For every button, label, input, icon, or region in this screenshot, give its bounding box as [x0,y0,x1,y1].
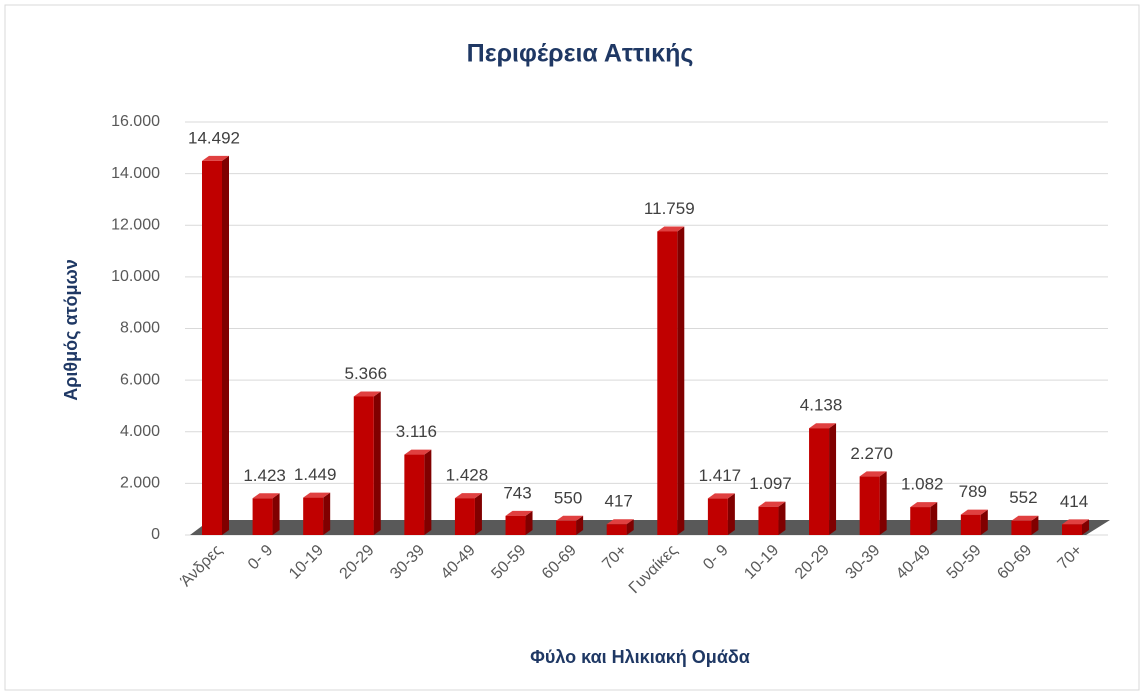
value-label: 2.270 [850,444,893,463]
value-label: 789 [959,482,987,501]
y-tick-label: 8.000 [120,320,160,337]
bar-top [809,423,837,429]
bar-side [576,515,584,535]
bar-top [1062,519,1089,525]
value-label: 5.366 [344,364,387,383]
bar-top [1011,515,1039,521]
bar-top [202,155,229,161]
bar-top [859,471,887,477]
bar-side [727,493,735,535]
x-axis-label: Φύλο και Ηλικιακή Ομάδα [530,647,750,667]
value-label: 552 [1009,488,1037,507]
bar [1011,520,1032,535]
bar-top [707,493,735,499]
y-axis-label: Αριθμός ατόμων [61,259,81,401]
value-label: 11.759 [644,199,695,218]
bar-top [505,510,533,516]
bar [657,231,678,535]
bar-side [272,493,280,535]
bar-side [677,226,685,535]
bar-top [454,493,482,499]
bar [606,524,627,535]
value-label: 14.492 [188,128,240,147]
bar-side [879,471,887,535]
bar-side [1031,515,1039,535]
bar [353,396,374,535]
bar [404,454,425,535]
bar [910,507,931,535]
bar-top [910,502,938,508]
chart-border [4,4,1140,691]
bar-top [252,493,280,499]
value-label: 414 [1060,492,1088,511]
value-label: 1.428 [446,466,489,485]
bar-side [424,449,432,535]
y-tick-label: 6.000 [120,371,160,388]
bar [303,497,324,535]
grid [185,121,1108,536]
y-tick-label: 2.000 [120,475,160,492]
value-label: 1.423 [243,466,286,485]
y-tick-label: 14.000 [111,165,160,182]
value-label: 1.417 [699,466,742,485]
y-tick-label: 16.000 [111,113,160,130]
bar-top [657,226,685,232]
bar-top [556,515,584,521]
value-label: 1.449 [294,465,337,484]
y-tick-label: 10.000 [111,268,160,285]
bar [859,476,880,535]
bar-side [323,492,331,535]
value-label: 417 [605,492,633,511]
bar-side [222,155,229,536]
bar-top [404,449,432,455]
bar [758,506,779,535]
bar-side [373,391,381,535]
bar [505,515,526,535]
bar-side [980,509,988,535]
value-label: 550 [554,488,582,507]
bar-side [474,493,482,535]
bar-top [606,519,634,525]
marks [202,155,1089,536]
bar [454,498,475,535]
bar-side [626,519,634,535]
value-label: 3.116 [396,422,437,441]
y-tick-label: 0 [151,526,160,543]
bar [960,514,981,535]
value-label: 1.097 [749,474,792,493]
bar [202,160,222,536]
bar-top [758,501,786,507]
bar-side [1082,519,1089,535]
value-label: 4.138 [800,396,843,415]
bar-top [960,509,988,515]
bar-side [930,502,938,535]
value-label: 743 [503,483,531,502]
value-label: 1.082 [901,475,944,494]
bar [1062,524,1082,535]
bar [809,428,830,535]
bar [556,520,577,535]
bar [707,498,728,535]
bar-side [525,510,533,535]
bar-top [303,492,331,498]
bar [252,498,273,535]
chart-title: Περιφέρεια Αττικής [467,40,694,68]
bar-side [829,423,837,535]
y-tick-label: 12.000 [111,216,160,233]
bar-top [353,391,381,397]
bar-side [778,501,786,535]
y-tick-label: 4.000 [120,423,160,440]
